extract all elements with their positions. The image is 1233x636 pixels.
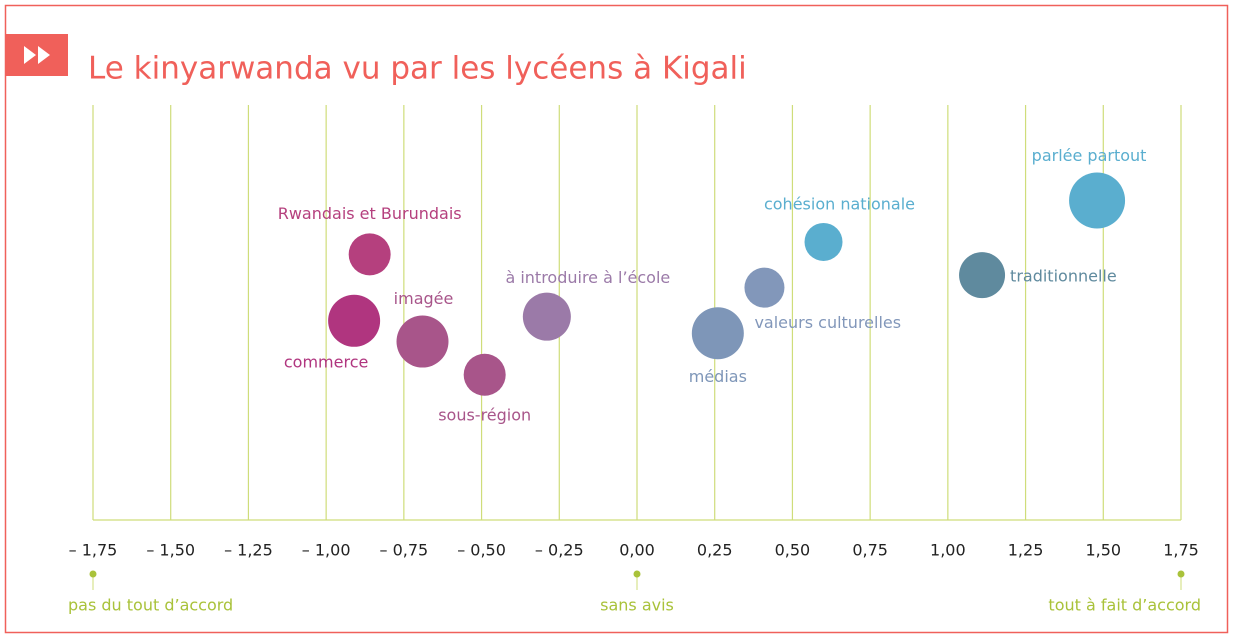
bubble-label: cohésion nationale (764, 194, 915, 213)
chart-title: Le kinyarwanda vu par les lycéens à Kiga… (88, 51, 747, 87)
x-tick-label: 0,75 (852, 541, 888, 560)
bubble-label: imagée (394, 289, 454, 308)
bubble-label: sous-région (438, 405, 531, 424)
bubble-label: traditionnelle (1010, 267, 1117, 286)
annotation-label: pas du tout d’accord (68, 596, 233, 615)
bubble (396, 315, 449, 368)
x-tick-label: – 1,50 (146, 541, 195, 560)
annotation-label: tout à fait d’accord (1048, 596, 1201, 615)
x-tick-label: 0,25 (697, 541, 733, 560)
bubble (744, 267, 785, 308)
title-badge (5, 34, 68, 76)
bubble (348, 233, 391, 276)
bubble (691, 307, 744, 360)
bubble (959, 252, 1006, 299)
x-tick-label: – 0,25 (535, 541, 584, 560)
bubble (804, 222, 843, 261)
annotation-dot (633, 570, 641, 578)
bubble-label: médias (689, 367, 747, 386)
x-tick-label: 1,00 (930, 541, 966, 560)
x-tick-label: – 1,00 (302, 541, 351, 560)
bubble-label: valeurs culturelles (754, 313, 901, 332)
bubble (328, 294, 381, 347)
x-tick-label: 1,25 (1008, 541, 1044, 560)
x-tick-label: – 1,25 (224, 541, 273, 560)
annotation-label: sans avis (600, 596, 674, 615)
x-tick-label: 1,75 (1163, 541, 1199, 560)
x-tick-label: – 1,75 (69, 541, 118, 560)
x-tick-label: – 0,75 (379, 541, 428, 560)
bubble-label: commerce (284, 352, 368, 371)
x-tick-label: 1,50 (1085, 541, 1121, 560)
bubble (522, 292, 571, 341)
frame (4, 4, 1229, 634)
annotation-dot (89, 570, 97, 578)
bubble (463, 353, 506, 396)
bubble-label: à introduire à l’école (505, 268, 670, 287)
title-icon (24, 46, 50, 64)
bubble-label: Rwandais et Burundais (278, 204, 462, 223)
x-tick-label: 0,50 (775, 541, 811, 560)
bubble (1069, 172, 1126, 229)
annotation-dot (1177, 570, 1185, 578)
x-tick-label: – 0,50 (457, 541, 506, 560)
bubble-label: parlée partout (1032, 146, 1147, 165)
x-tick-label: 0,00 (619, 541, 655, 560)
